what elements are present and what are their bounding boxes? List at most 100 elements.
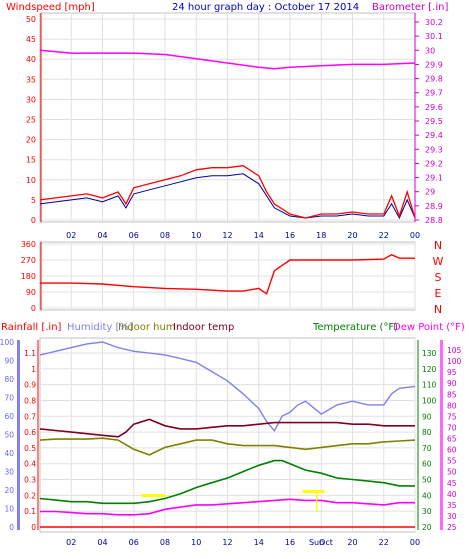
dew-tick-45: 45 bbox=[447, 479, 457, 488]
panel3-xtick-1: 04 bbox=[97, 538, 107, 547]
wind-tick-15: 15 bbox=[26, 156, 36, 165]
hum-tick-70: 70 bbox=[4, 394, 14, 403]
dew-point-line bbox=[40, 498, 415, 516]
hum-tick-100: 100 bbox=[0, 338, 14, 347]
dir-compass-0: N bbox=[434, 239, 442, 252]
temp-tick-40: 40 bbox=[422, 491, 432, 500]
baro-tick-29.6: 29.6 bbox=[425, 103, 443, 112]
dew-tick-95: 95 bbox=[447, 368, 457, 377]
rain-tick-0: 0 bbox=[31, 523, 36, 532]
hum-tick-50: 50 bbox=[4, 431, 14, 440]
temp-tick-50: 50 bbox=[422, 476, 432, 485]
temp-tick-60: 60 bbox=[422, 460, 432, 469]
legend-indoor-hum: Indoor hum bbox=[118, 322, 176, 333]
temp-tick-30: 30 bbox=[422, 507, 432, 516]
temp-tick-80: 80 bbox=[422, 428, 432, 437]
barometer-axis-title: Barometer [.in] bbox=[372, 2, 448, 13]
windspeed-line bbox=[39, 165, 416, 219]
panel1-xtick-00: 00 bbox=[410, 231, 420, 240]
rain-tick-0.2: 0.2 bbox=[24, 491, 36, 500]
baro-tick-29.9: 29.9 bbox=[425, 60, 443, 69]
rain-tick-0.8: 0.8 bbox=[24, 396, 36, 405]
baro-tick-29.1: 29.1 bbox=[425, 174, 443, 183]
baro-tick-29.4: 29.4 bbox=[425, 131, 443, 140]
hum-tick-30: 30 bbox=[4, 468, 14, 477]
wind-tick-20: 20 bbox=[26, 136, 36, 145]
indoor-temp-line bbox=[39, 418, 415, 438]
wind-tick-30: 30 bbox=[26, 95, 36, 104]
legend-dew-point: Dew Point (°F) bbox=[393, 322, 465, 333]
hum-tick-40: 40 bbox=[4, 449, 14, 458]
baro-tick-29.2: 29.2 bbox=[425, 159, 443, 168]
dew-tick-25: 25 bbox=[447, 523, 457, 532]
rain-tick-0.3: 0.3 bbox=[24, 476, 36, 485]
rain-tick-1.1: 1.1 bbox=[24, 349, 36, 358]
panel3-xtick-7: 16 bbox=[285, 538, 295, 547]
dir-compass-3: E bbox=[435, 287, 442, 300]
dir-tick-180: 180 bbox=[21, 272, 36, 281]
temp-tick-120: 120 bbox=[422, 365, 437, 374]
legend-rainfall: Rainfall [.in] bbox=[1, 322, 62, 333]
barometer-line bbox=[39, 49, 416, 70]
indoor-hum-line bbox=[39, 437, 416, 456]
temp-tick-110: 110 bbox=[422, 381, 437, 390]
dir-tick-0: 0 bbox=[31, 304, 36, 313]
rain-tick-0.6: 0.6 bbox=[24, 428, 36, 437]
panel3-xtick-12: 00 bbox=[410, 538, 420, 547]
wind-tick-35: 35 bbox=[26, 75, 36, 84]
wind-tick-10: 10 bbox=[26, 176, 36, 185]
baro-tick-29.3: 29.3 bbox=[425, 145, 443, 154]
dir-compass-4: N bbox=[434, 303, 442, 316]
panel1-xtick-06: 06 bbox=[129, 231, 139, 240]
panel1-xtick-18: 18 bbox=[316, 231, 326, 240]
rain-tick-0.5: 0.5 bbox=[24, 444, 36, 453]
dir-compass-1: W bbox=[433, 255, 444, 268]
humidity-axis-bar bbox=[17, 340, 20, 530]
dew-tick-60: 60 bbox=[447, 446, 457, 455]
panel1-xtick-12: 12 bbox=[222, 231, 232, 240]
panel3-xtick-10: 20 bbox=[347, 538, 357, 547]
hum-tick-10: 10 bbox=[4, 505, 14, 514]
dew-tick-75: 75 bbox=[447, 412, 457, 421]
dew-tick-40: 40 bbox=[447, 490, 457, 499]
wind-tick-40: 40 bbox=[26, 55, 36, 64]
rain-tick-0.9: 0.9 bbox=[24, 381, 36, 390]
legend-temperature: Temperature (°F) bbox=[312, 322, 398, 333]
baro-tick-30: 30 bbox=[425, 46, 435, 55]
temp-tick-90: 90 bbox=[422, 412, 432, 421]
legend-indoor-temp: Indoor temp bbox=[173, 322, 234, 333]
panel1-xtick-20: 20 bbox=[347, 231, 357, 240]
wind-tick-45: 45 bbox=[26, 35, 36, 44]
wind-direction-line bbox=[40, 253, 415, 295]
panel3-xtick-5: 12 bbox=[222, 538, 232, 547]
wind-tick-5: 5 bbox=[31, 196, 36, 205]
rain-tick-1: 1 bbox=[31, 365, 36, 374]
sunrise-marker bbox=[141, 494, 166, 497]
legend-humidity: Humidity [%] bbox=[67, 322, 133, 333]
dew-tick-70: 70 bbox=[447, 423, 457, 432]
dir-tick-270: 270 bbox=[21, 256, 36, 265]
dew-tick-105: 105 bbox=[447, 346, 462, 355]
hum-tick-80: 80 bbox=[4, 375, 14, 384]
panel1-xtick-02: 02 bbox=[66, 231, 76, 240]
temp-tick-100: 100 bbox=[422, 396, 437, 405]
baro-tick-30.1: 30.1 bbox=[425, 32, 443, 41]
baro-tick-28.9: 28.9 bbox=[425, 202, 443, 211]
panel1-xtick-14: 14 bbox=[254, 231, 264, 240]
chart-dynamic-layer: 0510152025303540455028.828.92929.129.229… bbox=[0, 12, 462, 547]
hum-tick-90: 90 bbox=[4, 357, 14, 366]
dir-tick-90: 90 bbox=[26, 288, 36, 297]
chart-title: 24 hour graph day : October 17 2014 bbox=[172, 2, 359, 13]
dew-axis-bar bbox=[440, 340, 443, 530]
panel3-xtick-0: 02 bbox=[66, 538, 76, 547]
dew-tick-90: 90 bbox=[447, 379, 457, 388]
panel1-xtick-04: 04 bbox=[97, 231, 107, 240]
dew-tick-35: 35 bbox=[447, 501, 457, 510]
hum-tick-60: 60 bbox=[4, 412, 14, 421]
baro-tick-29.5: 29.5 bbox=[425, 117, 443, 126]
panel3-xtick-2: 06 bbox=[129, 538, 139, 547]
sun-marker bbox=[302, 490, 325, 493]
dew-tick-30: 30 bbox=[447, 512, 457, 521]
